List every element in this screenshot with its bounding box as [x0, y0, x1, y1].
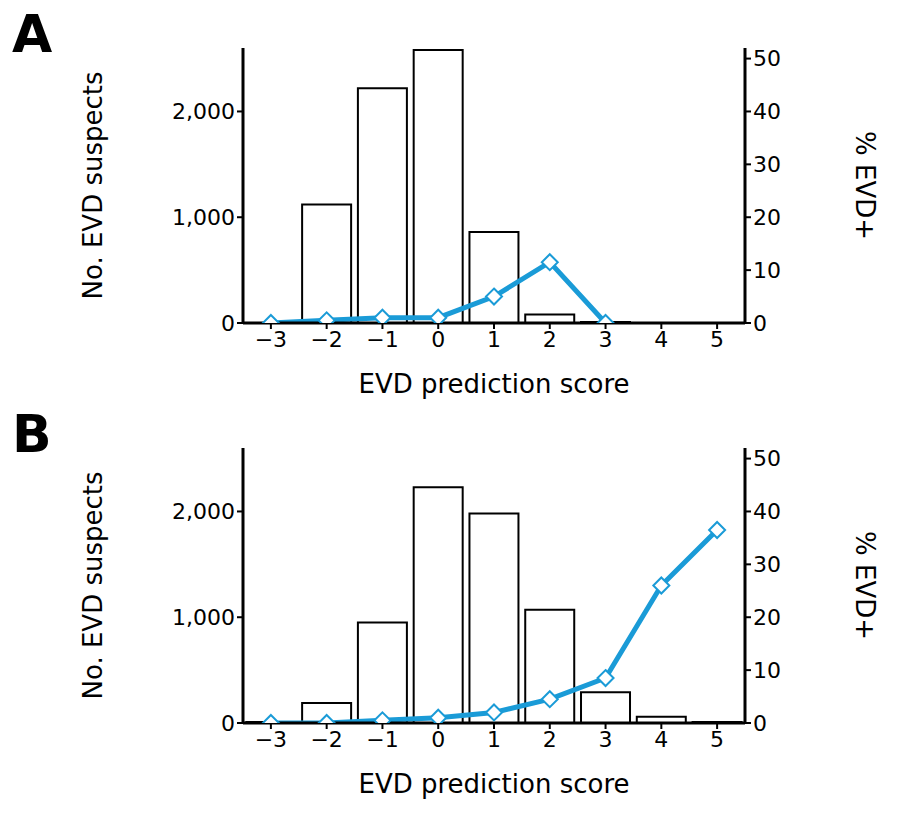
svg-text:3: 3	[599, 327, 613, 352]
svg-text:1,000: 1,000	[172, 205, 235, 230]
svg-text:30: 30	[753, 552, 781, 577]
svg-text:0: 0	[753, 711, 767, 736]
svg-text:−3: −3	[255, 327, 287, 352]
html-text:B: B	[12, 404, 52, 464]
svg-text:2,000: 2,000	[172, 99, 235, 124]
svg-text:% EVD+: % EVD+	[850, 131, 880, 240]
svg-text:3: 3	[599, 727, 613, 752]
svg-text:40: 40	[753, 499, 781, 524]
svg-text:No. EVD suspects: No. EVD suspects	[78, 71, 108, 299]
html-text:A: A	[12, 4, 53, 64]
svg-text:50: 50	[753, 46, 781, 71]
svg-text:No. EVD suspects: No. EVD suspects	[78, 471, 108, 699]
svg-text:0: 0	[431, 727, 445, 752]
svg-text:−2: −2	[310, 727, 342, 752]
svg-text:−1: −1	[366, 727, 398, 752]
svg-text:% EVD+: % EVD+	[850, 531, 880, 640]
svg-text:50: 50	[753, 446, 781, 471]
svg-text:10: 10	[753, 258, 781, 283]
svg-text:1: 1	[487, 327, 501, 352]
svg-text:1,000: 1,000	[172, 605, 235, 630]
svg-text:−3: −3	[255, 727, 287, 752]
svg-text:0: 0	[431, 327, 445, 352]
svg-text:5: 5	[710, 327, 724, 352]
svg-text:4: 4	[654, 727, 668, 752]
svg-text:20: 20	[753, 605, 781, 630]
svg-text:0: 0	[221, 711, 235, 736]
svg-text:2: 2	[543, 727, 557, 752]
svg-text:EVD prediction score: EVD prediction score	[358, 769, 629, 799]
svg-text:−1: −1	[366, 327, 398, 352]
svg-text:0: 0	[753, 311, 767, 336]
svg-text:4: 4	[654, 327, 668, 352]
svg-text:5: 5	[710, 727, 724, 752]
svg-text:EVD prediction score: EVD prediction score	[358, 369, 629, 399]
svg-text:2,000: 2,000	[172, 499, 235, 524]
svg-text:1: 1	[487, 727, 501, 752]
svg-text:20: 20	[753, 205, 781, 230]
svg-text:40: 40	[753, 99, 781, 124]
svg-text:0: 0	[221, 311, 235, 336]
svg-text:−2: −2	[310, 327, 342, 352]
svg-text:30: 30	[753, 152, 781, 177]
svg-text:2: 2	[543, 327, 557, 352]
svg-text:10: 10	[753, 658, 781, 683]
